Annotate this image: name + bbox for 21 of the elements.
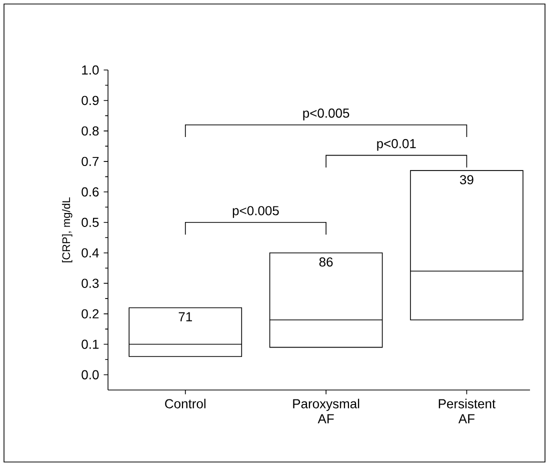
- y-tick-label: 0.0: [82, 370, 99, 380]
- y-tick-label: 0.6: [82, 187, 99, 196]
- y-axis-title: [CRP], mg/dL: [62, 197, 72, 262]
- x-tick-label: Control: [165, 398, 206, 408]
- y-tick-label: 0.9: [82, 96, 99, 106]
- annotation: p<0.01: [377, 139, 416, 151]
- annotation: 86: [319, 257, 333, 267]
- y-tick-label: 0.3: [82, 278, 99, 288]
- y-tick-label: 0.5: [82, 218, 99, 227]
- annotation: 39: [460, 175, 474, 184]
- annotation: 71: [178, 312, 192, 322]
- y-tick-label: 0.4: [82, 248, 99, 258]
- annotation: p<0.005: [303, 108, 350, 120]
- x-tick-label: Persistent AF: [438, 398, 496, 424]
- y-tick-label: 0.8: [82, 126, 99, 136]
- x-tick-label: Paroxysmal AF: [293, 398, 360, 424]
- annotation: p<0.005: [232, 206, 279, 218]
- y-tick-label: 0.1: [82, 340, 99, 349]
- y-tick-label: 0.2: [82, 309, 99, 318]
- y-tick-label: 1.0: [82, 65, 99, 75]
- y-tick-label: 0.7: [82, 156, 99, 166]
